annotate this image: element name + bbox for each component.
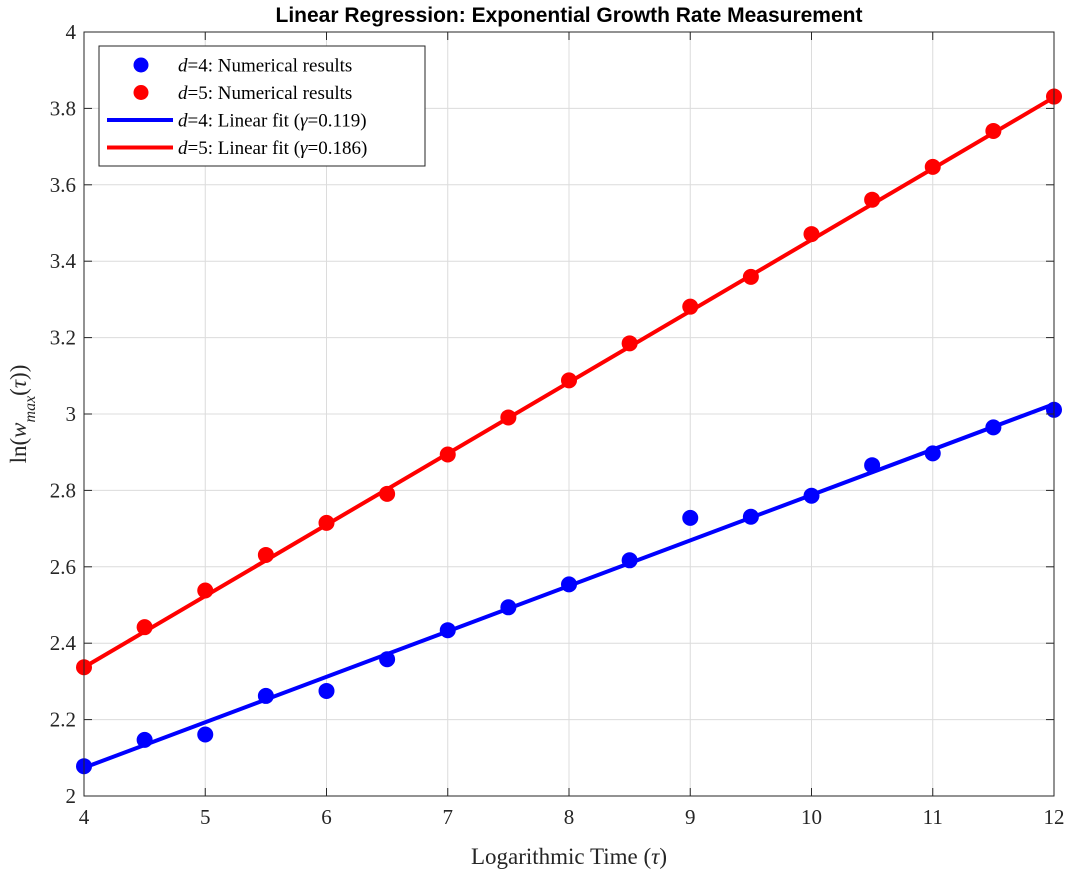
series-1-point [803, 226, 820, 243]
series-0-point [924, 445, 941, 462]
y-axis-ticks: 2 2.2 2.4 2.6 2.8 3 3.2 3.4 3.6 3.8 4 [50, 20, 1054, 808]
series-1-point [561, 372, 577, 389]
y-tick-label: 2.2 [50, 708, 76, 732]
series-1-point [318, 514, 335, 531]
legend-label: d=5: Numerical results [178, 83, 352, 104]
x-tick-label: 7 [443, 805, 454, 829]
y-tick-label: 3.4 [50, 249, 77, 273]
series-0-point [864, 457, 881, 474]
series-0-point [318, 682, 335, 699]
legend-label: d=5: Linear fit (γ=0.186) [178, 138, 367, 159]
series-1-point [742, 268, 759, 285]
x-axis-label: Logarithmic Time (τ) [471, 844, 667, 869]
x-tick-label: 5 [200, 805, 211, 829]
series-0-point [803, 487, 820, 504]
x-tick-label: 12 [1044, 805, 1065, 829]
x-axis-ticks: 4 5 6 7 8 9 10 11 12 [79, 32, 1065, 829]
series-0-point [500, 599, 517, 616]
series-1-point [439, 446, 456, 463]
series-1-point [500, 409, 517, 426]
y-tick-label: 2.4 [50, 631, 77, 655]
series-1-point [136, 619, 153, 636]
x-tick-label: 11 [923, 805, 943, 829]
y-tick-label: 3 [66, 402, 77, 426]
x-tick-label: 8 [564, 805, 575, 829]
legend-item: d=5: Linear fit (γ=0.186) [107, 138, 367, 159]
series-0-point [561, 576, 577, 593]
x-tick-label: 6 [321, 805, 332, 829]
legend-label: d=4: Numerical results [178, 56, 352, 77]
series-1-point [864, 191, 881, 208]
series-0-point [379, 651, 396, 668]
series-0-point [621, 552, 638, 569]
x-tick-label: 9 [685, 805, 696, 829]
series-1-point [379, 485, 396, 502]
legend-item: d=4: Linear fit (γ=0.119) [107, 111, 367, 132]
y-tick-label: 3.8 [50, 96, 76, 120]
series-0-point [742, 508, 759, 525]
y-tick-label: 3.2 [50, 326, 76, 350]
series-0-point [136, 731, 153, 748]
legend-label: d=4: Linear fit (γ=0.119) [178, 111, 367, 132]
series-0-point [439, 622, 456, 639]
series-0-point [682, 509, 699, 526]
y-tick-label: 2.6 [50, 555, 76, 579]
chart-title: Linear Regression: Exponential Growth Ra… [276, 4, 863, 27]
series-1-point [682, 298, 699, 315]
series-1-point [257, 546, 274, 563]
series-0-point [197, 726, 214, 743]
y-axis-label: ln(wmax(τ)) [6, 365, 39, 464]
x-tick-label: 4 [79, 805, 90, 829]
legend-marker [133, 57, 149, 73]
y-tick-label: 2 [66, 784, 77, 808]
y-tick-label: 2.8 [50, 478, 76, 502]
series-0-point [985, 419, 1002, 436]
legend-item: d=5: Numerical results [133, 83, 352, 104]
legend-item: d=4: Numerical results [133, 56, 352, 77]
series-1-point [985, 122, 1002, 139]
series-0-point [257, 687, 274, 704]
x-tick-label: 10 [801, 805, 822, 829]
y-tick-label: 3.6 [50, 173, 76, 197]
series-1-point [197, 582, 214, 599]
series-1-point [924, 158, 941, 175]
grid [83, 31, 1055, 797]
y-tick-label: 4 [66, 20, 77, 44]
legend: d=4: Numerical results d=5: Numerical res… [98, 45, 426, 167]
legend-marker [133, 85, 149, 100]
series-1-point [621, 335, 638, 352]
